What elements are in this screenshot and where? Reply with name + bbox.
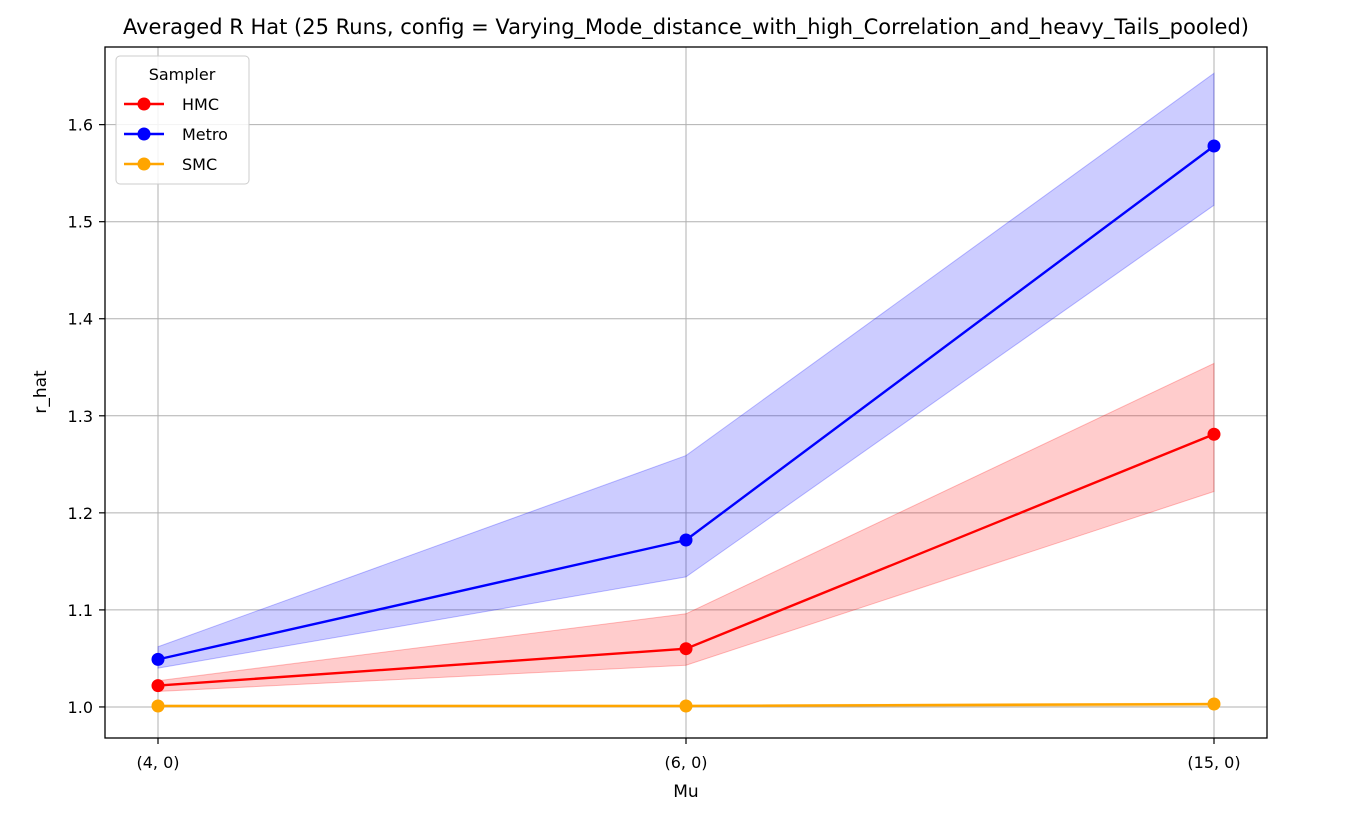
point-smc xyxy=(151,699,165,713)
y-tick-label: 1.5 xyxy=(68,213,93,232)
point-smc xyxy=(1207,697,1221,711)
band-metro xyxy=(157,72,1215,669)
point-hmc xyxy=(679,642,693,656)
y-tick-label: 1.0 xyxy=(68,698,93,717)
y-tick-label: 1.1 xyxy=(68,601,93,620)
legend-title: Sampler xyxy=(149,65,216,84)
y-tick-label: 1.4 xyxy=(68,310,93,329)
legend-marker-metro xyxy=(137,127,151,141)
y-tick-label: 1.6 xyxy=(68,116,93,135)
legend-frame xyxy=(115,55,250,185)
series-points xyxy=(151,139,1221,713)
x-tick-label: (6, 0) xyxy=(664,753,707,772)
y-axis-ticks: 1.0 1.1 1.2 1.3 1.4 1.5 1.6 xyxy=(68,116,105,717)
point-metro xyxy=(679,533,693,547)
legend-marker-hmc xyxy=(137,97,151,111)
x-axis-ticks: (4, 0) (6, 0) (15, 0) xyxy=(136,738,1241,772)
legend: Sampler HMC Metro SMC xyxy=(115,55,250,185)
chart-title: Averaged R Hat (25 Runs, config = Varyin… xyxy=(123,15,1249,40)
legend-label-smc: SMC xyxy=(182,155,217,174)
legend-label-metro: Metro xyxy=(182,125,228,144)
y-tick-label: 1.3 xyxy=(68,407,93,426)
x-axis-label: Mu xyxy=(673,782,698,802)
point-smc xyxy=(679,699,693,713)
legend-items: HMC Metro SMC xyxy=(124,95,228,174)
grid xyxy=(105,47,1267,738)
point-metro xyxy=(151,652,165,666)
y-axis-label: r_hat xyxy=(31,370,51,414)
x-tick-label: (15, 0) xyxy=(1187,753,1240,772)
point-hmc xyxy=(151,679,165,693)
point-hmc xyxy=(1207,427,1221,441)
legend-marker-smc xyxy=(137,157,151,171)
y-tick-label: 1.2 xyxy=(68,504,93,523)
x-tick-label: (4, 0) xyxy=(136,753,179,772)
point-metro xyxy=(1207,139,1221,153)
legend-label-hmc: HMC xyxy=(182,95,219,114)
